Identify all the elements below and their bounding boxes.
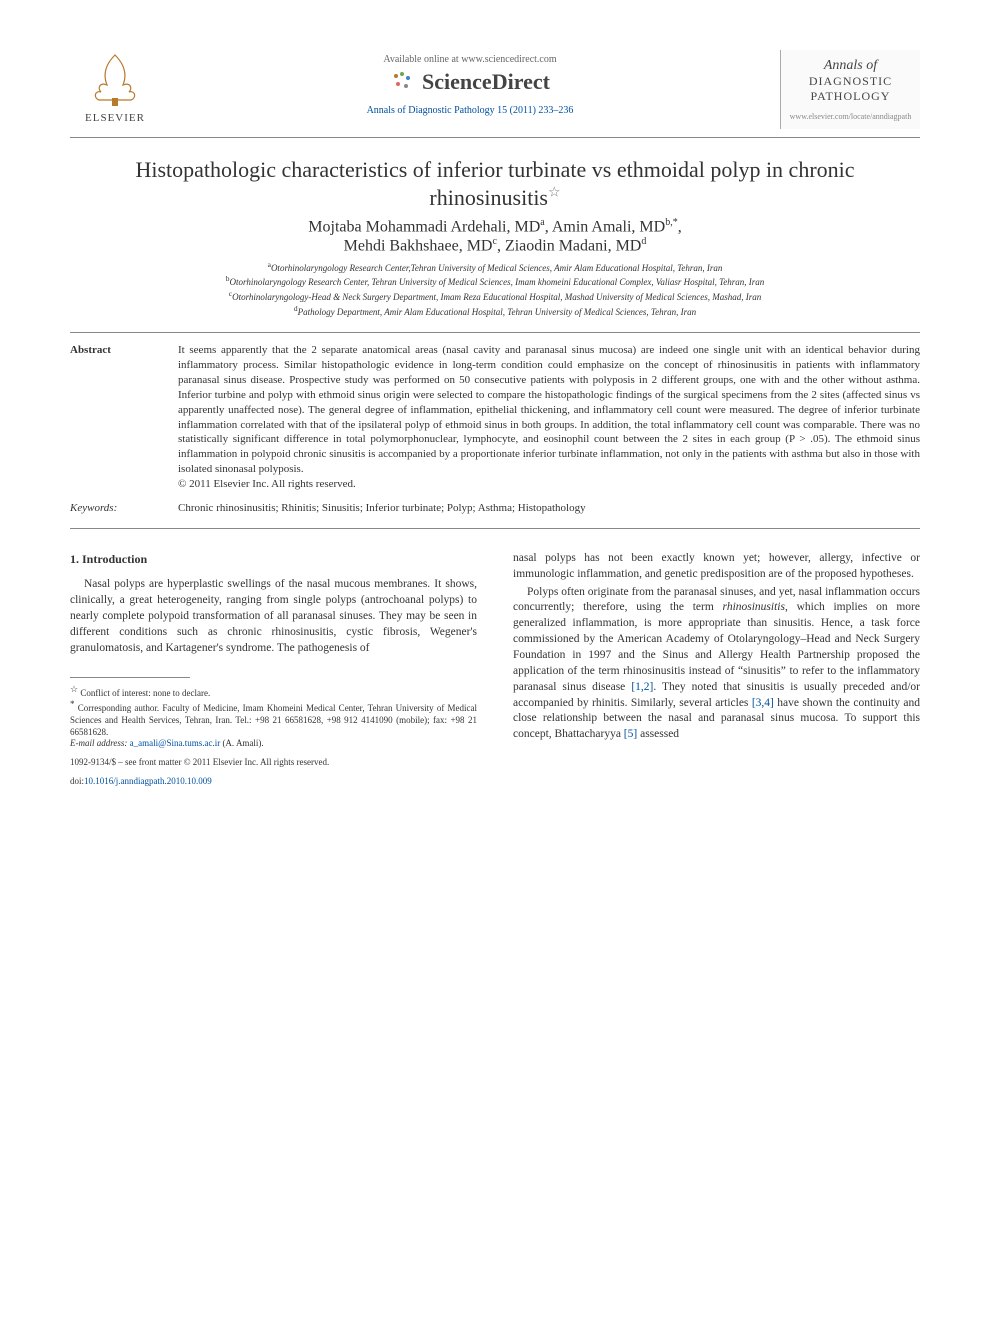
page-header: ELSEVIER Available online at www.science… [70,50,920,129]
header-center: Available online at www.sciencedirect.co… [160,50,780,120]
authors-line: Mojtaba Mohammadi Ardehali, MDa, Amin Am… [70,217,920,256]
available-online-text: Available online at www.sciencedirect.co… [383,54,556,65]
journal-line3: PATHOLOGY [785,89,916,104]
intro-para-2: Polyps often originate from the paranasa… [513,585,920,744]
elsevier-tree-icon [85,50,145,110]
abstract-block: Abstract It seems apparently that the 2 … [70,343,920,491]
keywords-label: Keywords: [70,502,160,514]
publisher-label: ELSEVIER [85,112,145,124]
citation-line[interactable]: Annals of Diagnostic Pathology 15 (2011)… [367,105,574,116]
sciencedirect-logo[interactable]: ScienceDirect [390,69,550,95]
abstract-text: It seems apparently that the 2 separate … [178,343,920,491]
keywords-row: Keywords: Chronic rhinosinusitis; Rhinit… [70,502,920,514]
sciencedirect-dots-icon [390,70,414,94]
email-link[interactable]: a_amali@Sina.tums.ac.ir [130,738,221,748]
title-footnote-star-icon: ☆ [548,185,561,200]
abstract-bottom-rule [70,528,920,529]
abstract-top-rule [70,332,920,333]
intro-para-1-cont: nasal polyps has not been exactly known … [513,551,920,583]
footnote-email: E-mail address: a_amali@Sina.tums.ac.ir … [70,738,477,750]
asterisk-icon: * [70,699,75,709]
footnote-conflict: ☆ Conflict of interest: none to declare. [70,684,477,700]
footnote-rule [70,677,190,678]
header-rule [70,137,920,138]
publisher-logo-block: ELSEVIER [70,50,160,124]
affiliations: aOtorhinolaryngology Research Center,Teh… [70,260,920,319]
footnote-corresponding: * Corresponding author. Faculty of Medic… [70,699,477,738]
right-column: nasal polyps has not been exactly known … [513,551,920,787]
journal-line2: DIAGNOSTIC [785,74,916,89]
sciencedirect-wordmark: ScienceDirect [422,69,550,95]
abstract-label: Abstract [70,343,160,491]
article-title: Histopathologic characteristics of infer… [130,156,860,211]
front-matter-line: 1092-9134/$ – see front matter © 2011 El… [70,756,477,768]
journal-cover-block: Annals of DIAGNOSTIC PATHOLOGY www.elsev… [780,50,920,129]
star-icon: ☆ [70,684,78,694]
left-column: 1. Introduction Nasal polyps are hyperpl… [70,551,477,787]
doi-link[interactable]: 10.1016/j.anndiagpath.2010.10.009 [84,776,212,786]
body-columns: 1. Introduction Nasal polyps are hyperpl… [70,551,920,787]
journal-site[interactable]: www.elsevier.com/locate/anndiagpath [785,112,916,121]
section-1-heading: 1. Introduction [70,551,477,568]
intro-para-1: Nasal polyps are hyperplastic swellings … [70,577,477,656]
journal-line1: Annals of [785,58,916,74]
keywords-text: Chronic rhinosinusitis; Rhinitis; Sinusi… [178,502,920,514]
ref-link-1-2[interactable]: [1,2] [631,681,653,693]
ref-link-5[interactable]: [5] [624,728,637,740]
doi-line: doi:10.1016/j.anndiagpath.2010.10.009 [70,775,477,787]
ref-link-3-4[interactable]: [3,4] [752,697,774,709]
